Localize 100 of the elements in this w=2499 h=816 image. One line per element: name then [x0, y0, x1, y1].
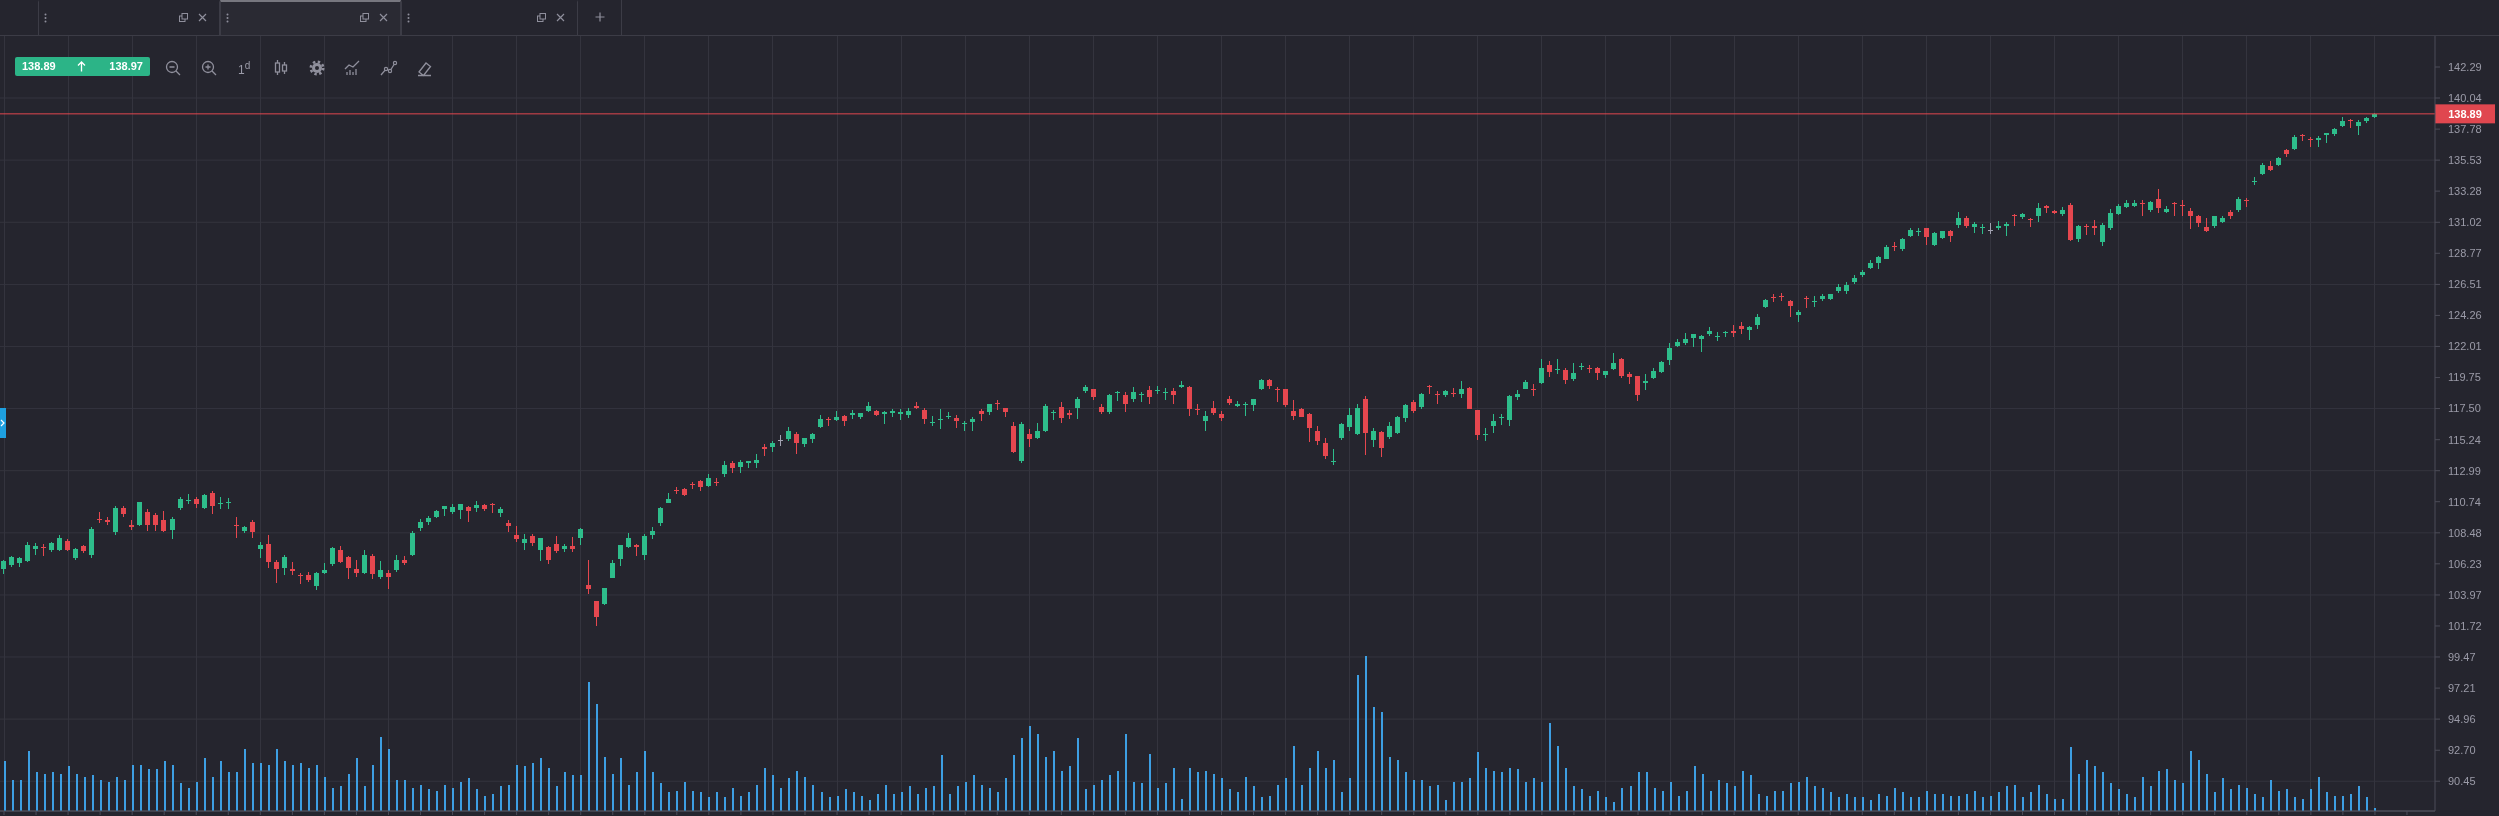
- candlestick: [2012, 213, 2017, 227]
- candlestick: [778, 434, 783, 447]
- candlestick: [153, 512, 158, 532]
- candlestick: [1395, 415, 1400, 435]
- y-tick-label: 124.26: [2448, 309, 2482, 322]
- candlestick: [1988, 222, 1993, 235]
- y-tick-label: 122.01: [2448, 340, 2482, 353]
- candlestick: [386, 569, 391, 590]
- candlestick: [594, 600, 599, 627]
- candlestick: [1315, 425, 1320, 446]
- candlestick: [1059, 401, 1064, 424]
- candlestick: [1499, 413, 1504, 426]
- candlestick: [938, 408, 943, 430]
- candlestick: [314, 571, 319, 591]
- y-tick-label: 131.02: [2448, 216, 2482, 229]
- candlestick: [1147, 385, 1152, 405]
- candlestick: [1051, 409, 1056, 421]
- y-tick-label: 140.04: [2448, 91, 2482, 104]
- candlestick: [2108, 208, 2113, 231]
- annotation: 1$^{d}$: [238, 59, 251, 77]
- candlestick: [210, 490, 215, 515]
- candlestick: [2188, 207, 2193, 230]
- candlestick: [586, 559, 591, 595]
- candlestick: [930, 415, 935, 427]
- candlestick: [1115, 390, 1120, 402]
- y-tick-label: 90.45: [2448, 775, 2476, 788]
- candlestick: [1531, 383, 1536, 397]
- candlestick: [274, 559, 279, 584]
- annotation: 138.89: [22, 60, 56, 73]
- candlestick: [145, 508, 150, 532]
- y-tick-label: 99.47: [2448, 650, 2476, 663]
- candlestick: [1307, 412, 1312, 443]
- candlestick: [1155, 385, 1160, 395]
- candlestick: [1667, 342, 1672, 366]
- candlestick: [370, 553, 375, 580]
- y-tick-label: 135.53: [2448, 154, 2482, 167]
- candlestick: [794, 431, 799, 455]
- candlestick: [1491, 413, 1496, 434]
- candlestick: [1275, 386, 1280, 403]
- candlestick: [137, 501, 142, 527]
- y-tick-label: 133.28: [2448, 185, 2482, 198]
- candlestick: [226, 497, 231, 510]
- y-tick-label: 117.50: [2448, 402, 2481, 415]
- candlestick: [1203, 410, 1208, 432]
- candlestick: [1323, 437, 1328, 460]
- candlestick: [1804, 295, 1809, 309]
- candlestick: [642, 533, 647, 561]
- ref-line-label: 138.89: [2448, 107, 2482, 120]
- candlestick: [1163, 387, 1168, 401]
- candlestick: [1539, 358, 1544, 385]
- candlestick: [1187, 385, 1192, 417]
- candlestick: [1379, 430, 1384, 458]
- candlestick: [1027, 428, 1032, 448]
- y-tick-label: 115.24: [2448, 433, 2481, 446]
- candlestick: [1371, 427, 1376, 448]
- y-tick-label: 106.23: [2448, 557, 2482, 570]
- candlestick: [170, 516, 175, 540]
- y-tick-label: 97.21: [2448, 682, 2476, 695]
- candlestick: [298, 572, 303, 585]
- candlestick: [362, 549, 367, 575]
- candlestick: [1107, 393, 1112, 415]
- quote-badge: 138.89 138.97: [15, 57, 150, 76]
- y-tick-label: 110.74: [2448, 495, 2481, 508]
- candlestick: [250, 519, 255, 539]
- y-tick-label: 103.97: [2448, 588, 2482, 601]
- candlestick: [346, 555, 351, 580]
- candlestick: [1243, 401, 1248, 417]
- candlestick: [1635, 375, 1640, 402]
- candlestick: [1347, 407, 1352, 432]
- y-tick-label: 137.78: [2448, 123, 2482, 136]
- candlestick: [1555, 358, 1560, 375]
- y-tick-label: 101.72: [2448, 619, 2482, 632]
- y-tick-label: 94.96: [2448, 713, 2476, 726]
- y-tick-label: 119.75: [2448, 371, 2481, 384]
- candlestick: [1467, 386, 1472, 410]
- y-tick-label: 142.29: [2448, 60, 2482, 73]
- candlestick: [25, 541, 30, 563]
- candlestick: [2036, 202, 2041, 223]
- y-tick-label: 126.51: [2448, 278, 2482, 291]
- y-tick-label: 92.70: [2448, 744, 2476, 757]
- y-tick-label: 108.48: [2448, 526, 2482, 539]
- candlestick: [2156, 188, 2161, 214]
- candlestick: [658, 506, 663, 527]
- candlestick: [1435, 390, 1440, 405]
- candlestick: [161, 510, 166, 533]
- candlestick: [266, 534, 271, 569]
- y-tick-label: 128.77: [2448, 247, 2482, 260]
- candlestick: [962, 420, 967, 432]
- candlestick: [330, 546, 335, 567]
- candlestick: [995, 399, 1000, 411]
- y-tick-label: 112.99: [2448, 464, 2481, 477]
- candlestick: [1075, 396, 1080, 420]
- candlestick: [1139, 391, 1144, 403]
- candlestick: [618, 544, 623, 567]
- candlestick: [490, 502, 495, 514]
- candlestick: [410, 530, 415, 557]
- candlestick: [2172, 201, 2177, 217]
- annotation: 138.97: [109, 60, 143, 73]
- candlestick: [282, 554, 287, 576]
- candlestick: [2140, 199, 2145, 217]
